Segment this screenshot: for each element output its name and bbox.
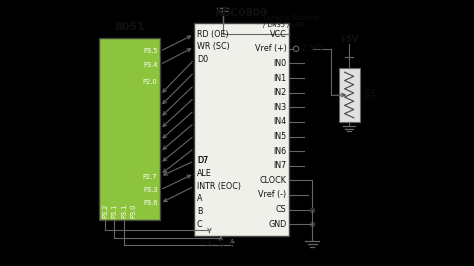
Text: P2.0: P2.0: [143, 79, 157, 85]
Text: P3.5: P3.5: [143, 48, 157, 54]
Text: C: C: [197, 220, 202, 229]
Text: IN1: IN1: [273, 73, 287, 82]
Text: Variable Resistor
/ LM35 / LDR: Variable Resistor / LM35 / LDR: [263, 15, 319, 28]
Text: RD (OE): RD (OE): [197, 30, 228, 39]
Text: IN0: IN0: [273, 59, 287, 68]
Text: IN4: IN4: [273, 117, 287, 126]
Text: IN6: IN6: [273, 147, 287, 156]
Text: IN3: IN3: [273, 103, 287, 112]
Text: INTR (EOC): INTR (EOC): [197, 182, 241, 191]
Text: CS: CS: [276, 205, 287, 214]
Text: Vref (-): Vref (-): [258, 190, 287, 200]
Text: Vref (+): Vref (+): [255, 44, 287, 53]
Text: C: C: [229, 240, 235, 249]
Text: A: A: [207, 240, 212, 249]
Text: ALE: ALE: [197, 169, 212, 178]
Text: P3.1: P3.1: [121, 204, 127, 218]
Text: P3.4: P3.4: [143, 62, 157, 68]
Text: P2.7: P2.7: [143, 174, 157, 180]
Text: P3.6: P3.6: [143, 200, 157, 206]
Text: 8051: 8051: [114, 22, 145, 32]
Text: P3.0: P3.0: [130, 204, 137, 218]
Text: B: B: [197, 207, 202, 216]
Text: VCC: VCC: [270, 30, 287, 39]
Bar: [99, 38, 160, 221]
Text: WR (SC): WR (SC): [197, 42, 230, 51]
Bar: [338, 68, 360, 122]
Text: P3.2: P3.2: [102, 204, 108, 218]
Text: 10k
POT: 10k POT: [364, 89, 377, 102]
Text: IN5: IN5: [273, 132, 287, 141]
Text: GND: GND: [268, 220, 287, 229]
Bar: [194, 23, 289, 236]
Text: D7: D7: [197, 156, 208, 165]
Text: +5V: +5V: [212, 0, 233, 2]
Text: D0: D0: [197, 55, 208, 64]
Text: P3.1: P3.1: [111, 204, 118, 218]
Text: IN7: IN7: [273, 161, 287, 170]
Text: +5V: +5V: [339, 35, 359, 44]
Text: 2.56V: 2.56V: [301, 44, 325, 53]
Text: ADC0809: ADC0809: [215, 8, 268, 18]
Text: A: A: [197, 194, 202, 203]
Text: CLOCK: CLOCK: [260, 176, 287, 185]
Text: B: B: [218, 240, 224, 249]
Text: D7: D7: [197, 156, 208, 165]
Text: IN2: IN2: [273, 88, 287, 97]
Text: P3.3: P3.3: [143, 187, 157, 193]
